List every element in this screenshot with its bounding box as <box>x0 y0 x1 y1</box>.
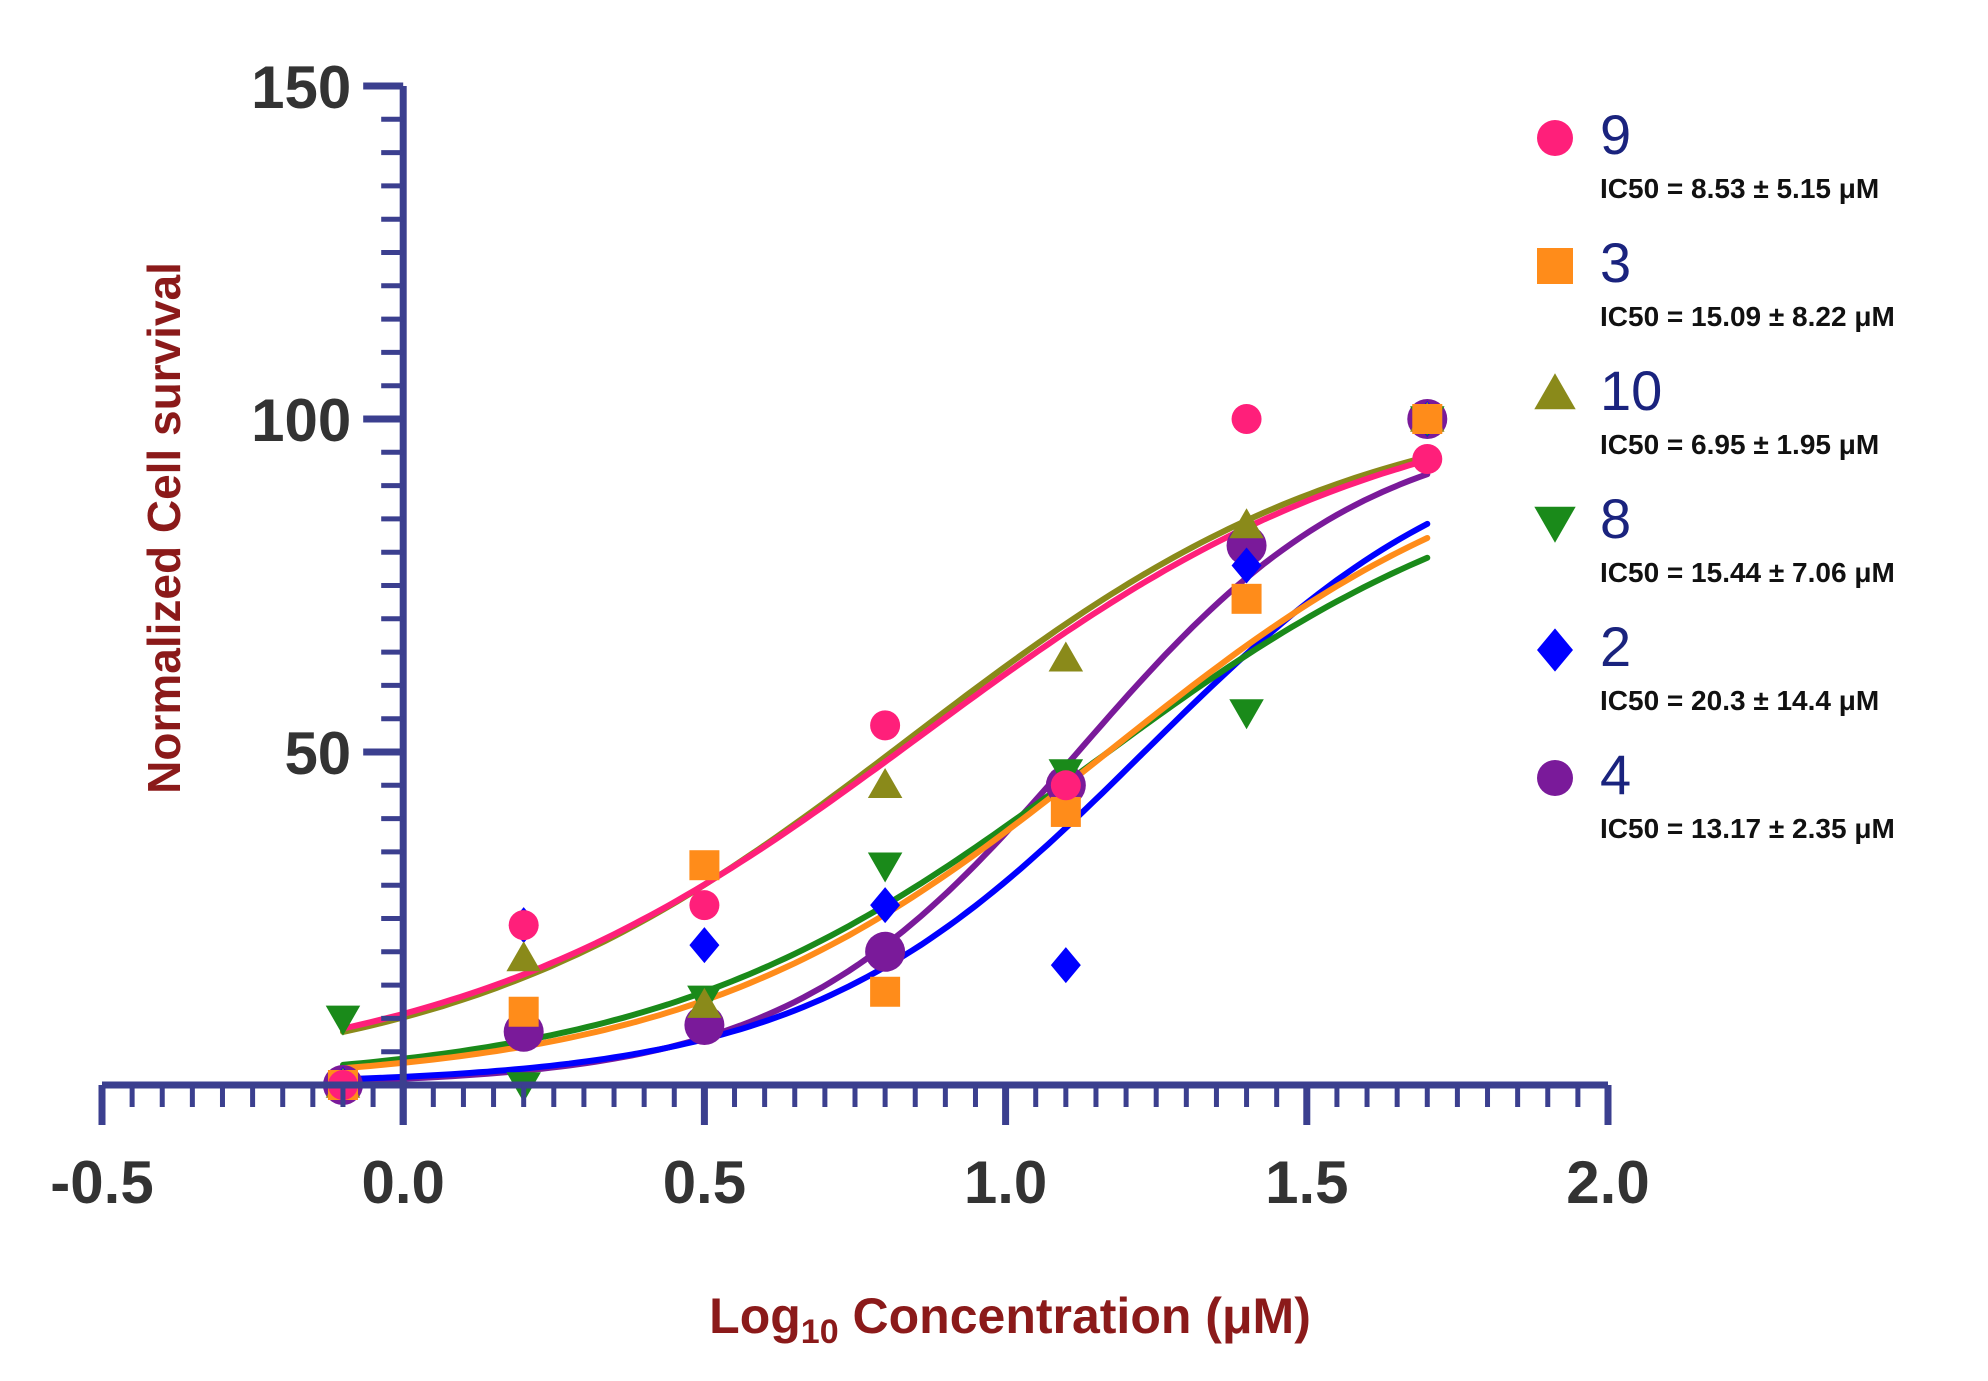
legend-label-4: 4 <box>1600 743 1631 806</box>
data-point-3 <box>689 850 720 881</box>
tick-labels: -0.5 0.0 0.5 1.0 1.5 2.0 50 100 150 <box>50 54 1649 1216</box>
legend-ic50-10: IC50 = 6.95 ± 1.95 μM <box>1600 429 1879 460</box>
data-point-9 <box>689 890 720 921</box>
legend-label-2: 2 <box>1600 615 1631 678</box>
y-tick-label: 150 <box>251 54 351 121</box>
data-point-10 <box>1048 641 1084 672</box>
data-point-3 <box>1231 583 1262 614</box>
legend-marker-9 <box>1537 120 1573 156</box>
data-point-2 <box>1231 547 1262 584</box>
legend-label-9: 9 <box>1600 103 1631 166</box>
y-axis-title: Normalized Cell survival <box>138 262 190 794</box>
data-points <box>322 399 1448 1105</box>
data-point-2 <box>1050 947 1081 984</box>
data-point-9 <box>870 710 901 741</box>
data-point-9 <box>508 910 539 941</box>
x-tick-label: 1.0 <box>964 1149 1047 1216</box>
y-tick-label: 50 <box>284 720 351 787</box>
data-point-10 <box>687 987 722 1018</box>
data-point-8 <box>325 1005 361 1036</box>
legend-marker-10 <box>1534 373 1576 410</box>
x-axis-title-rest: Concentration (μM) <box>839 1288 1311 1344</box>
data-point-2 <box>689 927 720 964</box>
legend-ic50-2: IC50 = 20.3 ± 14.4 μM <box>1600 685 1879 716</box>
data-point-8 <box>1229 699 1264 730</box>
y-tick-label: 100 <box>251 387 351 454</box>
legend-ic50-9: IC50 = 8.53 ± 5.15 μM <box>1600 173 1879 204</box>
x-tick-label: 0.5 <box>663 1149 746 1216</box>
legend-marker-4 <box>1537 760 1573 796</box>
axes <box>98 82 1612 1125</box>
data-point-8 <box>867 852 903 883</box>
legend: 9 IC50 = 8.53 ± 5.15 μM 3 IC50 = 15.09 ± 8.… <box>1534 103 1895 844</box>
legend-marker-8 <box>1534 506 1576 543</box>
data-point-3 <box>1412 404 1443 434</box>
data-point-2 <box>870 887 901 924</box>
x-axis-title-subscript: 10 <box>801 1313 839 1351</box>
legend-ic50-4: IC50 = 13.17 ± 2.35 μM <box>1600 813 1895 844</box>
data-point-3 <box>1050 796 1081 827</box>
x-tick-label: 0.0 <box>361 1149 444 1216</box>
data-point-4 <box>865 931 906 972</box>
data-point-9 <box>1050 770 1081 801</box>
x-tick-label: -0.5 <box>50 1149 153 1216</box>
data-point-9 <box>1412 443 1443 474</box>
legend-ic50-8: IC50 = 15.44 ± 7.06 μM <box>1600 557 1895 588</box>
legend-label-10: 10 <box>1600 359 1662 422</box>
x-axis-title: Log10 Concentration (μM) <box>709 1288 1311 1351</box>
legend-ic50-3: IC50 = 15.09 ± 8.22 μM <box>1600 301 1895 332</box>
legend-marker-3 <box>1537 248 1573 284</box>
legend-label-8: 8 <box>1600 487 1631 550</box>
x-tick-label: 2.0 <box>1566 1149 1649 1216</box>
x-tick-label: 1.5 <box>1265 1149 1348 1216</box>
data-point-3 <box>870 976 901 1007</box>
legend-marker-2 <box>1537 628 1573 672</box>
data-point-3 <box>508 996 539 1027</box>
data-point-9 <box>1231 404 1262 434</box>
data-point-10 <box>867 768 903 799</box>
x-axis-title-main: Log <box>709 1288 801 1344</box>
data-point-10 <box>1229 508 1264 539</box>
legend-label-3: 3 <box>1600 231 1631 294</box>
data-point-10 <box>506 941 541 972</box>
